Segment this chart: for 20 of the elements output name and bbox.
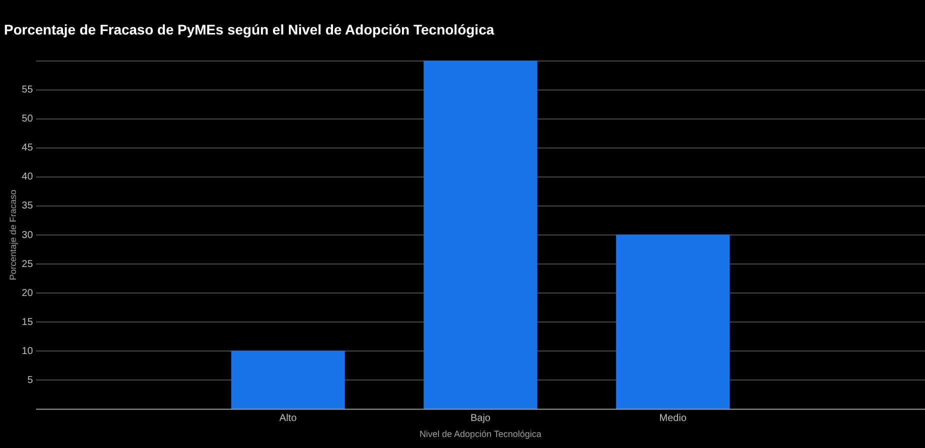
y-tick-label: 35 [22,200,34,212]
chart-title: Porcentaje de Fracaso de PyMEs según el Nivel de Adopción Tecnológica [4,21,494,38]
x-tick-label: Bajo [470,412,491,424]
bar [616,234,730,410]
y-tick-label: 10 [22,346,34,357]
y-tick-label: 50 [22,114,34,125]
y-tick-label: 30 [22,230,34,241]
y-tick-label: 5 [27,374,34,386]
y-tick-label: 25 [22,258,34,270]
bar [424,60,538,410]
y-tick-label: 20 [22,288,34,299]
y-tick-label: 40 [22,172,34,183]
x-axis-title: Nivel de Adopción Tecnológica [420,429,542,440]
y-tick-label: 55 [22,84,34,96]
x-tick-label: Alto [279,412,298,424]
y-tick-label: 45 [22,142,34,154]
bar [231,350,345,410]
y-axis-title: Porcentaje de Fracaso [8,190,18,280]
y-tick-label: 15 [22,316,34,328]
x-tick-label: Medio [659,412,687,424]
